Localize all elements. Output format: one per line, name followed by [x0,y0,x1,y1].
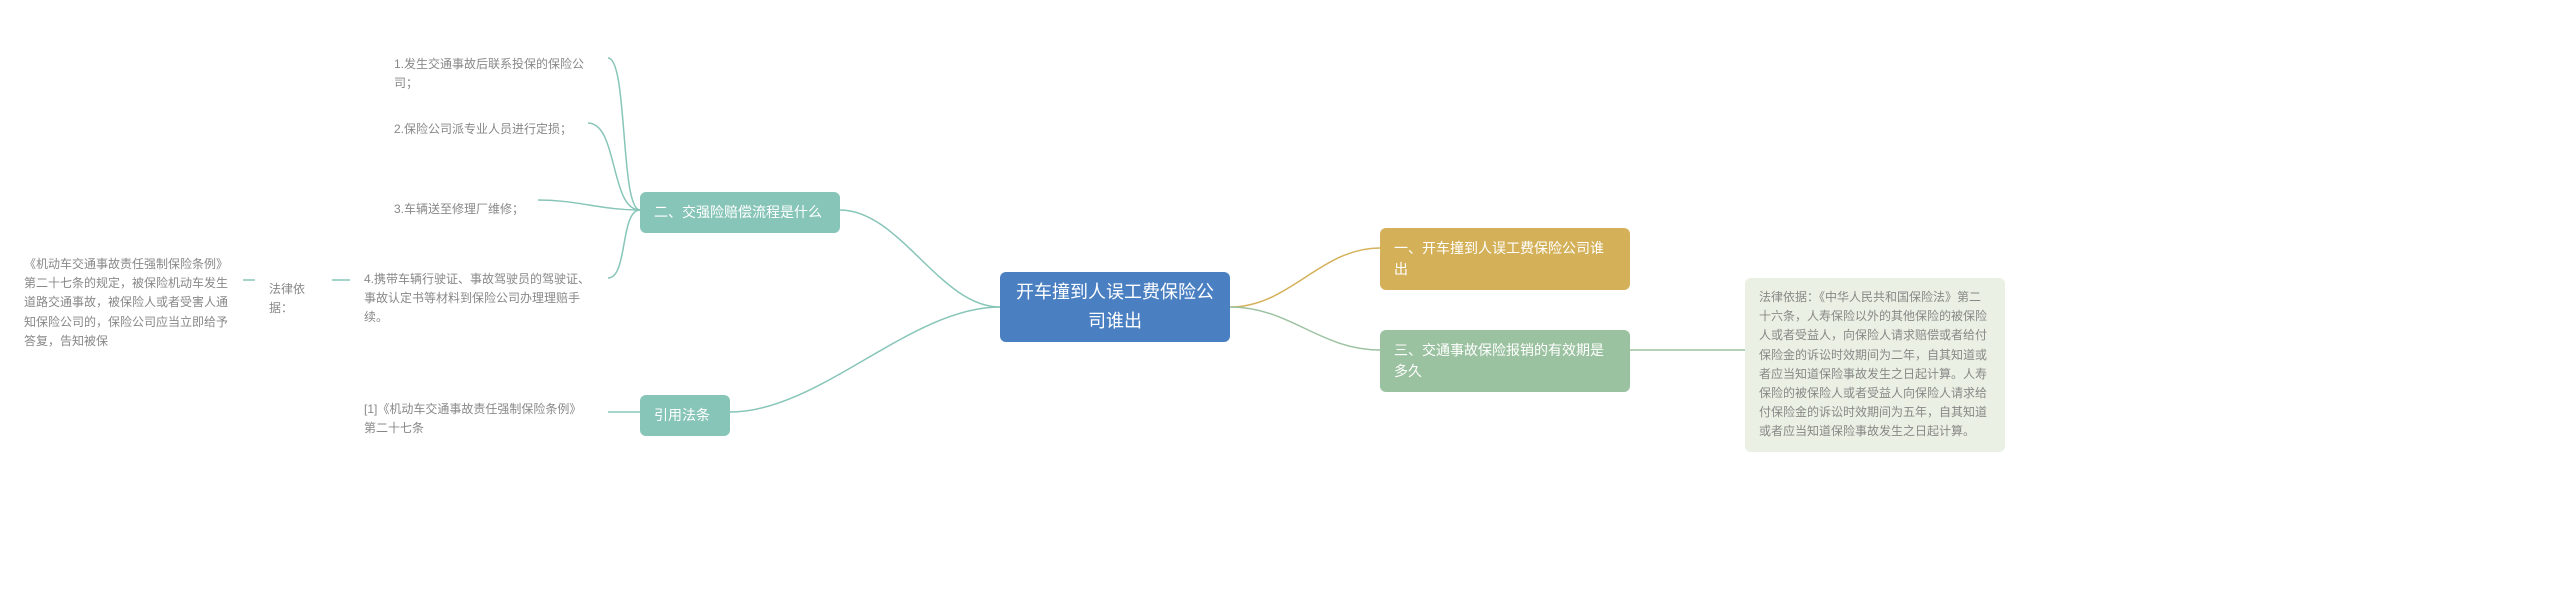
connector-item4-legal [332,280,352,290]
legal-label: 法律依据： [255,270,335,328]
branch-3-leaf-text: 法律依据：《中华人民共和国保险法》第二十六条，人寿保险以外的其他保险的被保险人或… [1759,288,1991,442]
branch-3-leaf: 法律依据：《中华人民共和国保险法》第二十六条，人寿保险以外的其他保险的被保险人或… [1745,278,2005,452]
connector-root-branch1 [1230,248,1380,308]
citation-text-content: [1]《机动车交通事故责任强制保险条例》 第二十七条 [364,400,596,438]
citation-text: [1]《机动车交通事故责任强制保险条例》 第二十七条 [350,390,610,448]
branch-2-item-3: 3.车辆送至修理厂维修； [380,190,540,229]
branch-2-item-2-text: 2.保险公司派专业人员进行定损； [394,120,572,139]
branch-2-item-4: 4.携带车辆行驶证、事故驾驶员的驾驶证、事故认定书等材料到保险公司办理理赔手续。 [350,260,610,338]
branch-2-item-1-text: 1.发生交通事故后联系投保的保险公司； [394,55,596,93]
legal-label-text: 法律依据： [269,280,321,318]
citation-branch: 引用法条 [640,395,730,436]
citation-label: 引用法条 [654,405,710,426]
connector-citation-text [608,408,643,418]
connector-root-branch2 [840,210,1000,310]
branch-1: 一、开车撞到人误工费保险公司谁出 [1380,228,1630,290]
branch-2-item-2: 2.保险公司派专业人员进行定损； [380,110,590,149]
legal-text: 《机动车交通事故责任强制保险条例》第二十七条的规定，被保险机动车发生道路交通事故… [10,245,245,361]
connector-branch2-item1 [608,58,648,213]
connector-root-citation [730,307,1000,417]
root-label: 开车撞到人误工费保险公司谁出 [1014,278,1216,336]
root-node: 开车撞到人误工费保险公司谁出 [1000,272,1230,342]
legal-text-content: 《机动车交通事故责任强制保险条例》第二十七条的规定，被保险机动车发生道路交通事故… [24,255,231,351]
branch-2-item-4-text: 4.携带车辆行驶证、事故驾驶员的驾驶证、事故认定书等材料到保险公司办理理赔手续。 [364,270,596,328]
branch-2-item-3-text: 3.车辆送至修理厂维修； [394,200,524,219]
branch-2-label: 二、交强险赔偿流程是什么 [654,202,822,223]
branch-2: 二、交强险赔偿流程是什么 [640,192,840,233]
branch-2-item-1: 1.发生交通事故后联系投保的保险公司； [380,45,610,103]
connector-root-branch3 [1230,307,1380,357]
connector-branch3-leaf [1630,350,1745,360]
connector-branch2-item2 [588,123,648,213]
branch-3-label: 三、交通事故保险报销的有效期是多久 [1394,340,1616,382]
branch-1-label: 一、开车撞到人误工费保险公司谁出 [1394,238,1616,280]
connector-branch2-item3 [538,200,648,215]
branch-3: 三、交通事故保险报销的有效期是多久 [1380,330,1630,392]
